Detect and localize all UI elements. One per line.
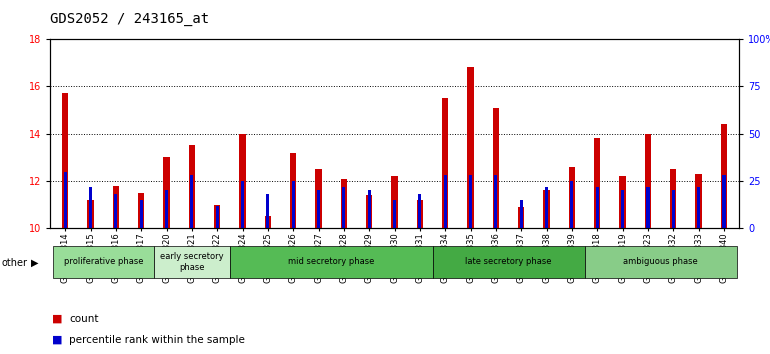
Bar xyxy=(163,157,169,228)
Bar xyxy=(115,194,118,228)
Bar xyxy=(469,175,472,228)
Bar xyxy=(62,93,69,228)
Bar xyxy=(571,181,574,228)
Bar xyxy=(393,200,396,228)
Text: ▶: ▶ xyxy=(31,258,38,268)
Bar xyxy=(433,246,584,278)
Bar xyxy=(444,175,447,228)
Bar xyxy=(165,190,168,228)
Text: proliferative phase: proliferative phase xyxy=(63,257,143,267)
Bar xyxy=(697,187,700,228)
Bar xyxy=(520,200,523,228)
Bar xyxy=(189,145,195,228)
Bar xyxy=(366,195,373,228)
Text: ■: ■ xyxy=(52,335,63,345)
Text: late secretory phase: late secretory phase xyxy=(465,257,552,267)
Bar xyxy=(317,190,320,228)
Bar xyxy=(417,200,424,228)
Bar xyxy=(695,174,701,228)
Bar xyxy=(620,176,626,228)
Bar xyxy=(239,133,246,228)
Bar xyxy=(265,217,271,228)
Bar xyxy=(138,193,145,228)
Bar xyxy=(266,194,269,228)
Bar xyxy=(316,169,322,228)
Bar xyxy=(88,200,94,228)
Text: GDS2052 / 243165_at: GDS2052 / 243165_at xyxy=(50,12,209,27)
Bar xyxy=(214,205,220,228)
Bar xyxy=(594,138,601,228)
Bar xyxy=(368,190,371,228)
Text: mid secretory phase: mid secretory phase xyxy=(288,257,374,267)
Text: ambiguous phase: ambiguous phase xyxy=(623,257,698,267)
Bar xyxy=(89,187,92,228)
Bar xyxy=(670,169,677,228)
Bar xyxy=(391,176,398,228)
Bar xyxy=(621,190,624,228)
Bar xyxy=(52,246,154,278)
Bar xyxy=(139,200,142,228)
Bar xyxy=(190,175,193,228)
Bar xyxy=(545,187,548,228)
Bar xyxy=(418,194,421,228)
Bar xyxy=(154,246,230,278)
Bar xyxy=(292,181,295,228)
Bar xyxy=(569,167,575,228)
Bar xyxy=(112,186,119,228)
Bar xyxy=(544,190,550,228)
Bar xyxy=(230,246,433,278)
Text: early secretory
phase: early secretory phase xyxy=(160,252,224,272)
Text: ■: ■ xyxy=(52,314,63,324)
Bar xyxy=(216,206,219,228)
Text: count: count xyxy=(69,314,99,324)
Bar xyxy=(343,187,346,228)
Text: other: other xyxy=(2,258,28,268)
Bar xyxy=(518,207,524,228)
Bar xyxy=(290,153,296,228)
Bar xyxy=(722,175,725,228)
Bar xyxy=(442,98,448,228)
Bar xyxy=(671,190,675,228)
Bar xyxy=(721,124,727,228)
Bar xyxy=(647,187,650,228)
Bar xyxy=(467,67,474,228)
Bar xyxy=(64,172,67,228)
Bar xyxy=(494,175,497,228)
Text: percentile rank within the sample: percentile rank within the sample xyxy=(69,335,245,345)
Bar xyxy=(241,181,244,228)
Bar xyxy=(584,246,737,278)
Bar xyxy=(644,133,651,228)
Bar xyxy=(596,187,599,228)
Bar xyxy=(341,179,347,228)
Bar xyxy=(493,108,499,228)
